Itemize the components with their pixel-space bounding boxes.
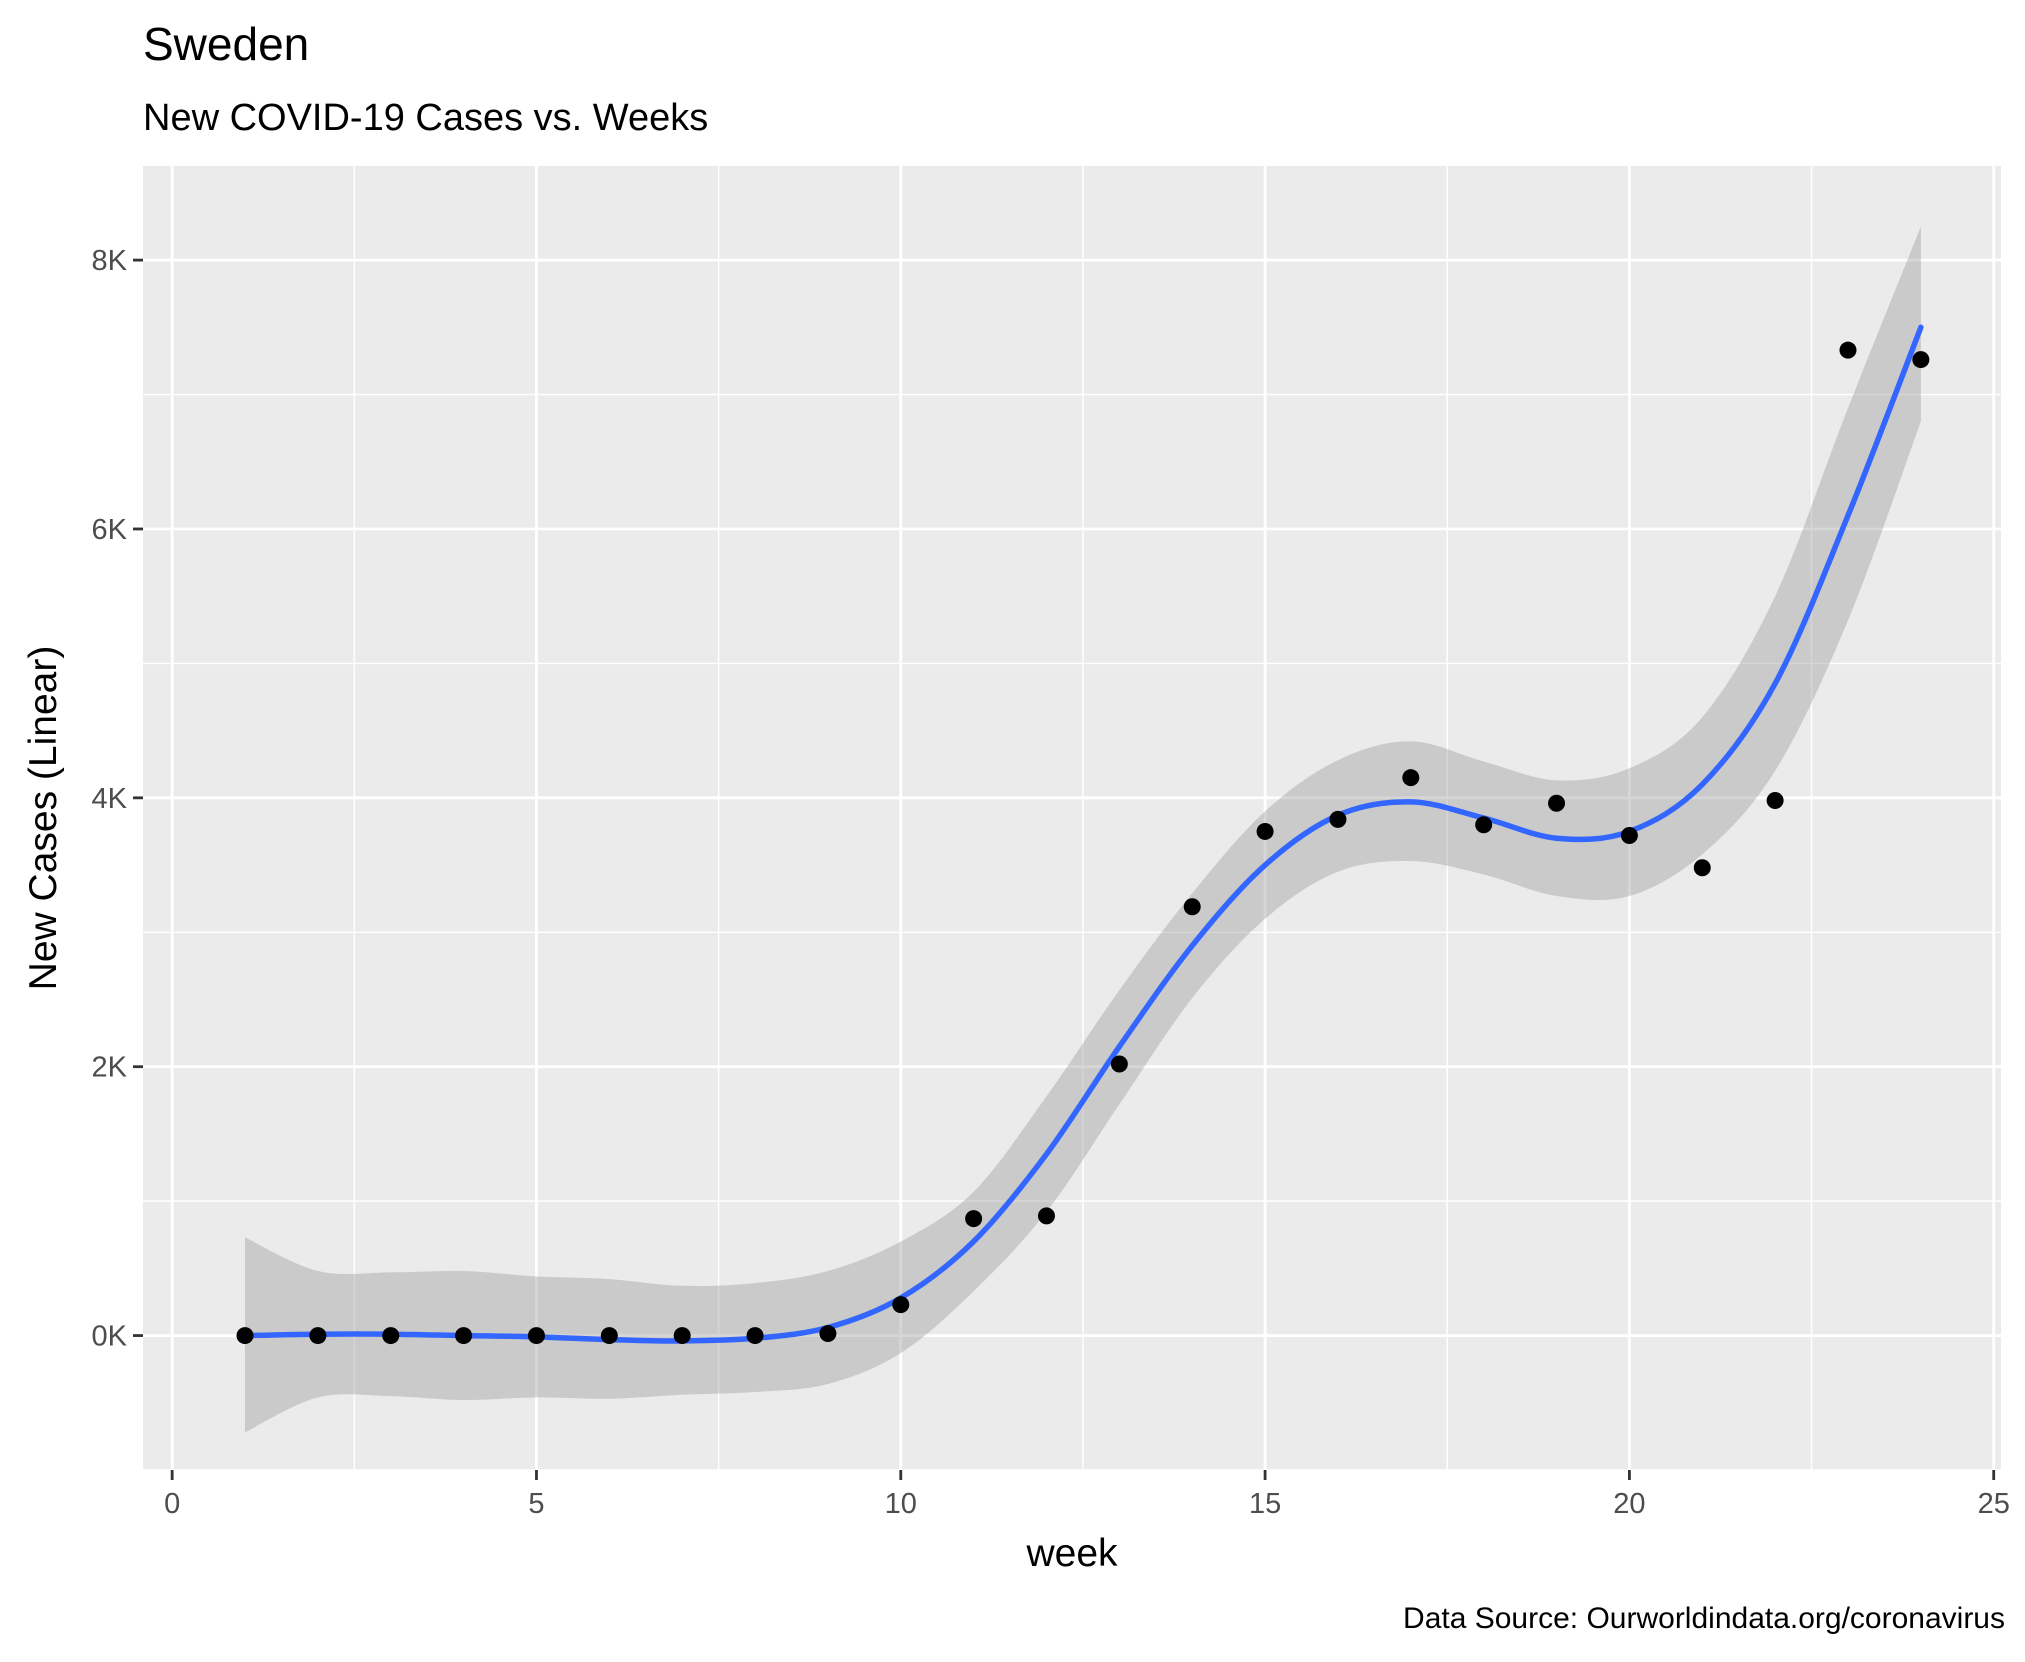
data-point-week-13 — [1110, 1055, 1128, 1073]
confidence-band — [245, 226, 1921, 1433]
chart-subtitle: New COVID-19 Cases vs. Weeks — [143, 97, 708, 139]
x-tick-label-0: 0 — [164, 1488, 180, 1520]
data-point-week-9 — [819, 1325, 837, 1343]
data-point-week-20 — [1620, 826, 1638, 844]
data-point-week-21 — [1693, 859, 1711, 877]
x-axis-title: week — [1025, 1532, 1118, 1575]
y-tick-label-0: 0K — [92, 1321, 128, 1353]
data-point-week-14 — [1183, 898, 1201, 916]
data-point-week-7 — [673, 1327, 691, 1345]
data-point-week-18 — [1475, 816, 1493, 834]
x-tick-label-4: 20 — [1613, 1488, 1645, 1520]
x-axis-ticks: 0 5 10 15 20 25 — [164, 1470, 2010, 1520]
x-tick-label-3: 15 — [1249, 1488, 1281, 1520]
y-tick-label-1: 2K — [92, 1052, 128, 1084]
y-tick-label-3: 6K — [92, 514, 128, 546]
trend-line — [242, 324, 1924, 1344]
data-point-week-22 — [1766, 792, 1784, 810]
data-point-week-6 — [600, 1327, 618, 1345]
data-point-week-19 — [1548, 794, 1566, 812]
data-point-week-4 — [455, 1327, 473, 1345]
x-tick-label-1: 5 — [528, 1488, 544, 1520]
data-point-week-5 — [527, 1327, 545, 1345]
y-axis-title: New Cases (Linear) — [22, 646, 65, 991]
data-point-week-10 — [892, 1296, 910, 1314]
plot-panel — [143, 166, 2001, 1470]
data-point-week-8 — [746, 1327, 764, 1345]
data-point-week-23 — [1839, 341, 1857, 359]
data-point-week-17 — [1402, 769, 1420, 787]
data-point-week-12 — [1037, 1207, 1055, 1225]
trend-line-layer — [242, 324, 1924, 1344]
data-point-week-24 — [1912, 351, 1930, 369]
data-point-week-3 — [382, 1327, 400, 1345]
x-tick-label-2: 10 — [885, 1488, 917, 1520]
data-point-week-11 — [965, 1210, 983, 1228]
data-point-week-16 — [1329, 810, 1347, 828]
data-point-week-1 — [236, 1327, 254, 1345]
data-points-layer — [236, 341, 1930, 1345]
confidence-band-layer — [245, 226, 1921, 1433]
y-tick-label-4: 8K — [92, 245, 128, 277]
data-point-week-15 — [1256, 822, 1274, 840]
y-axis-ticks: 0K 2K 4K 6K 8K — [92, 245, 143, 1353]
x-tick-label-5: 25 — [1978, 1488, 2010, 1520]
chart-caption: Data Source: Ourworldindata.org/coronavi… — [1403, 1602, 2005, 1635]
chart-title: Sweden — [143, 18, 309, 70]
grid-minor — [143, 166, 2001, 1471]
data-point-week-2 — [309, 1327, 327, 1345]
y-tick-label-2: 4K — [92, 783, 128, 815]
